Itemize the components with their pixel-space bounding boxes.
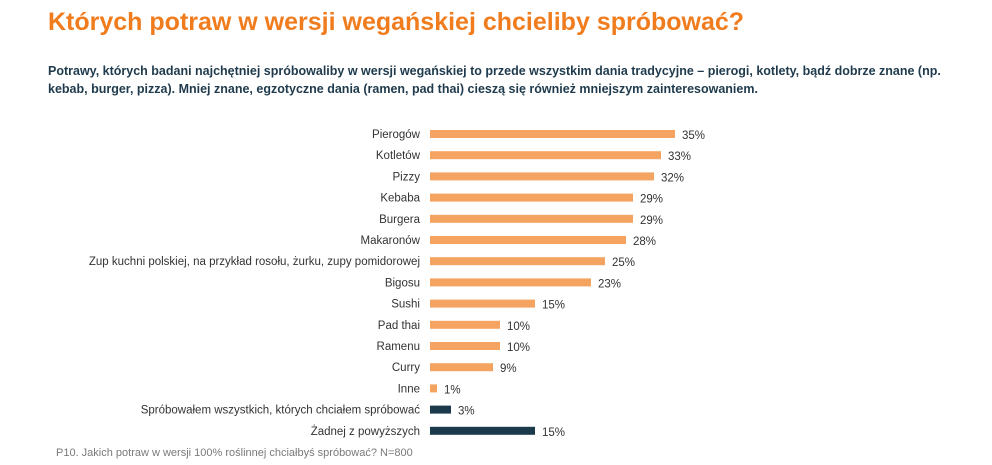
bar (430, 172, 654, 181)
bar (430, 257, 605, 266)
category-label: Burgera (379, 214, 421, 226)
value-label: 35% (682, 130, 705, 142)
bar (430, 363, 493, 372)
category-label: Inne (398, 383, 420, 395)
value-label: 3% (458, 406, 475, 418)
value-label: 9% (500, 363, 517, 375)
bar (430, 130, 675, 138)
value-label: 29% (640, 215, 663, 227)
value-label: 25% (612, 257, 635, 269)
bar (430, 151, 661, 160)
category-label: Pierogów (372, 129, 421, 141)
bar (430, 426, 535, 435)
value-label: 10% (507, 321, 530, 333)
category-label: Bigosu (385, 277, 420, 289)
value-label: 23% (598, 278, 621, 290)
category-label: Sushi (391, 299, 420, 311)
category-label: Kebaba (380, 193, 420, 205)
bar (430, 236, 626, 244)
value-label: 1% (444, 384, 461, 396)
source-note: P10. Jakich potraw w wersji 100% roślinn… (56, 447, 413, 459)
value-label: 33% (668, 151, 691, 163)
category-label: Pad thai (378, 320, 420, 332)
chart-title: Których potraw w wersji wegańskiej chcie… (48, 8, 745, 36)
category-label: Zup kuchni polskiej, na przykład rosołu,… (89, 256, 420, 268)
category-label: Żadnej z powyższych (311, 425, 420, 438)
bar (430, 193, 633, 202)
bar (430, 214, 633, 223)
bar (430, 299, 535, 308)
bar (430, 278, 591, 287)
category-label: Spróbowałem wszystkich, których chciałem… (141, 405, 421, 417)
value-label: 15% (542, 300, 565, 312)
category-label: Ramenu (377, 341, 420, 353)
category-label: Makaronów (361, 235, 421, 247)
bar (430, 384, 437, 393)
value-label: 28% (633, 236, 656, 248)
category-label: Curry (392, 362, 420, 374)
bar (430, 320, 500, 329)
value-label: 29% (640, 194, 663, 206)
category-label: Kotletów (376, 150, 421, 162)
value-label: 32% (661, 172, 684, 184)
bar (430, 405, 451, 414)
bar (430, 342, 500, 350)
bar-chart: Pierogów 35% Kotletów 33% Pizzy 32% Kebaba 29% B… (89, 129, 705, 439)
category-label: Pizzy (393, 171, 421, 183)
chart-subtitle: Potrawy, których badani najchętniej spró… (48, 64, 941, 96)
value-label: 10% (507, 342, 530, 354)
value-label: 15% (542, 427, 565, 439)
